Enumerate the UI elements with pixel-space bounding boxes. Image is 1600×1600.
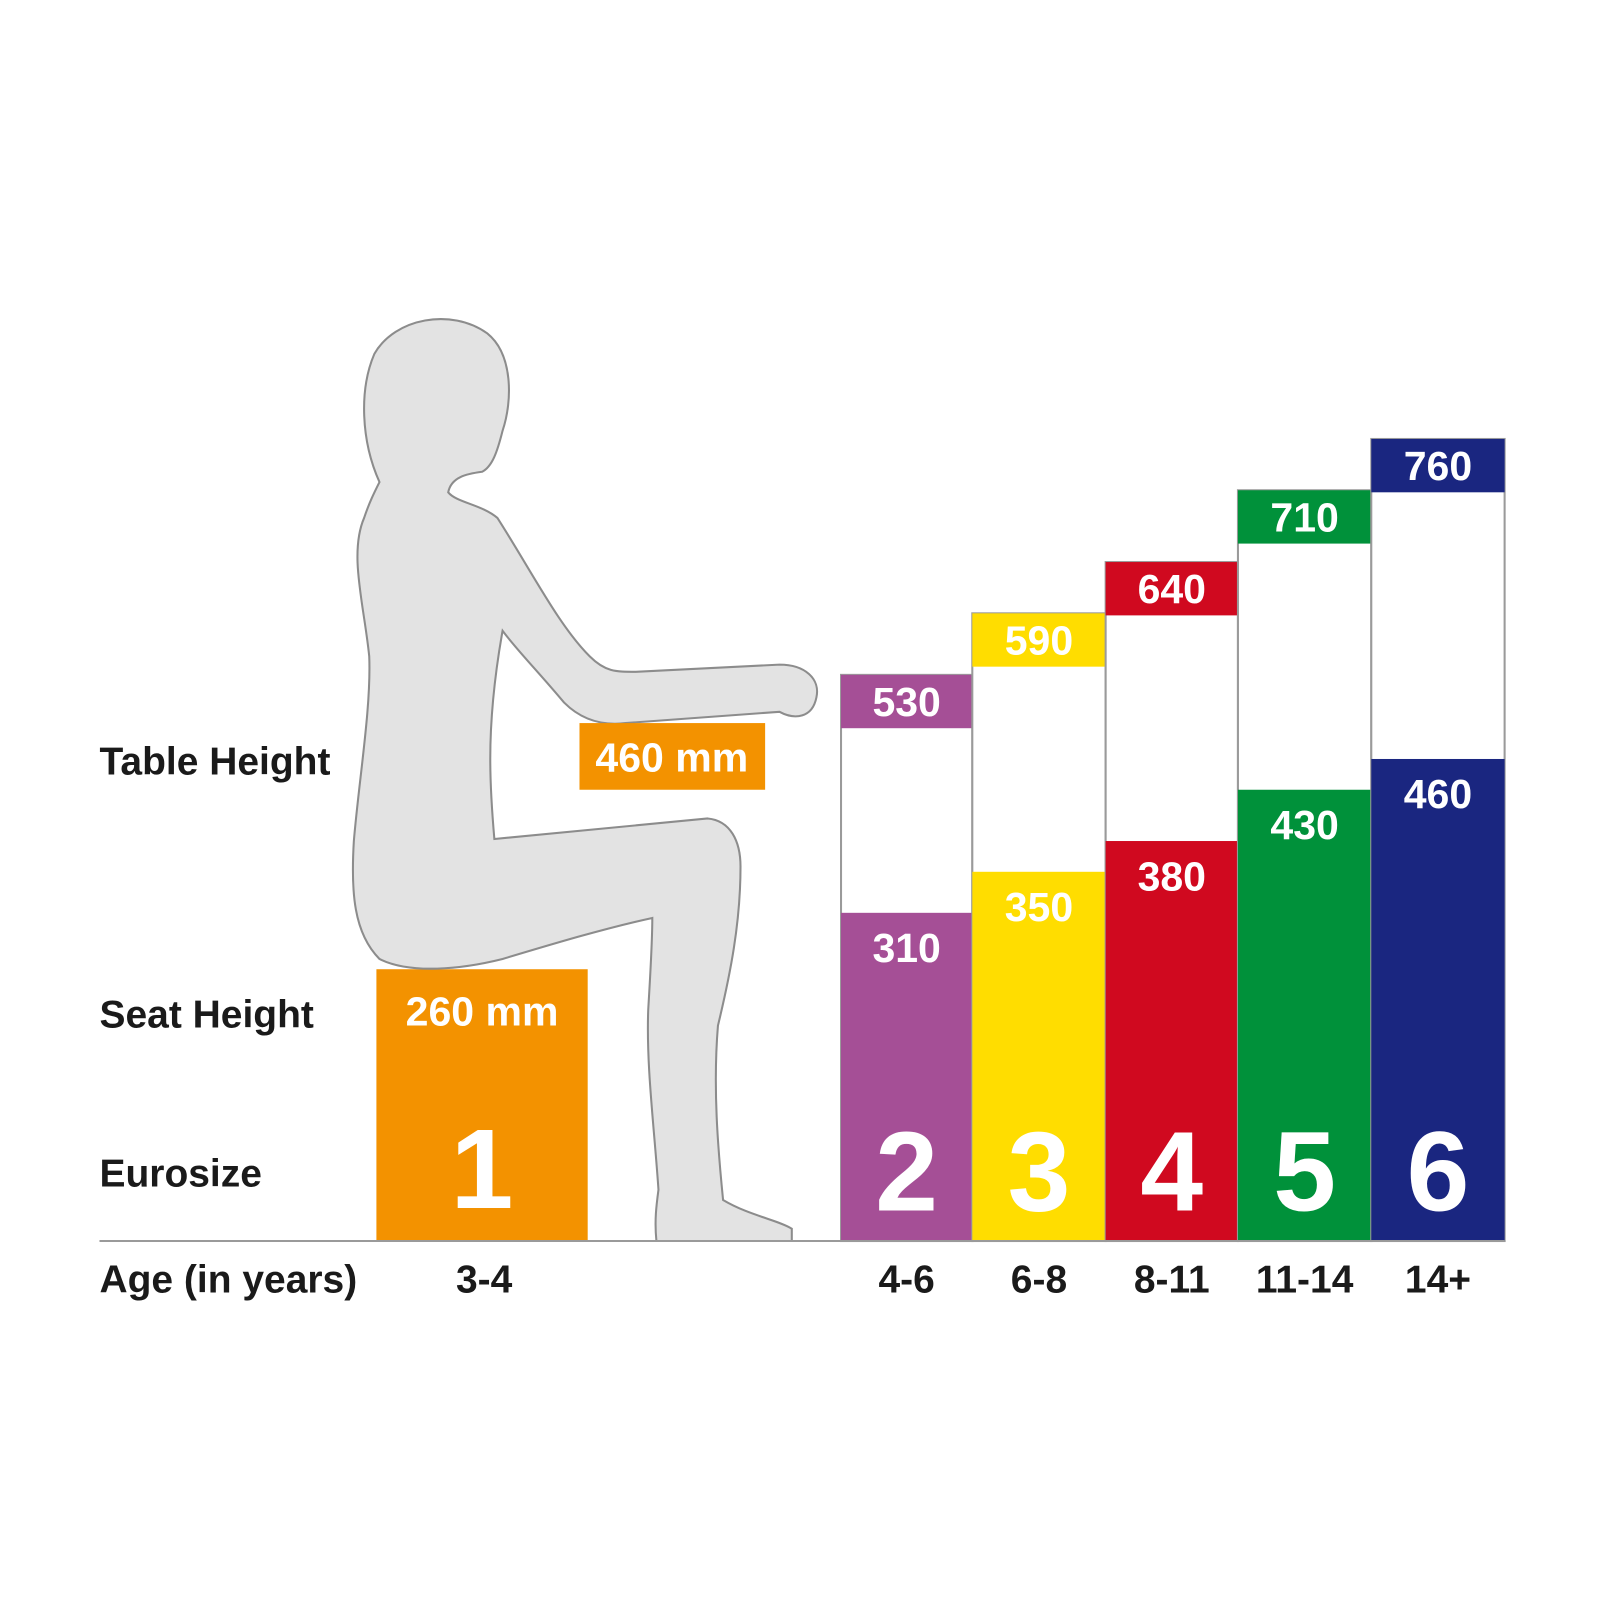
table-height-label: 710 <box>1270 494 1338 540</box>
seated-child-silhouette <box>351 318 819 1243</box>
age-label: 6-8 <box>1011 1258 1067 1301</box>
value-labels: 260 mm 1 460 mm 3-4 530 310 2 4-6 590 350 3 6-8 640 3… <box>406 443 1473 1301</box>
seat-height-label: 460 <box>1404 771 1472 817</box>
seat-bar-size-1 <box>376 969 588 1242</box>
age-label: 4-6 <box>879 1258 935 1301</box>
age-label: 3-4 <box>456 1258 513 1301</box>
seat-height-bar-size-6 <box>1371 758 1505 1242</box>
table-height-label: 640 <box>1138 566 1206 612</box>
table-height-label: 760 <box>1404 443 1472 489</box>
table-height-band-size-5 <box>1237 490 1372 544</box>
row-label-table-height: Table Height <box>99 740 330 783</box>
eurosize-number-2: 2 <box>875 1108 938 1234</box>
seat-height-label: 430 <box>1270 802 1338 848</box>
table-label-size-1: 460 mm <box>595 734 748 780</box>
table-height-band-size-2 <box>841 674 973 729</box>
age-label: 8-11 <box>1134 1258 1210 1301</box>
seat-height-bar-size-5 <box>1237 789 1372 1242</box>
seat-height-bar-size-2 <box>841 912 973 1242</box>
eurosize-number-3: 3 <box>1008 1108 1071 1234</box>
seat-height-label: 310 <box>872 925 940 971</box>
row-label-eurosize: Eurosize <box>99 1153 261 1196</box>
table-height-label: 530 <box>872 679 940 725</box>
age-label: 14+ <box>1405 1258 1471 1301</box>
seat-height-bar-size-4 <box>1105 841 1238 1242</box>
table-height-band-size-6 <box>1371 438 1505 493</box>
eurosize-number-4: 4 <box>1140 1108 1203 1234</box>
table-height-label: 590 <box>1005 617 1073 663</box>
seat-height-label: 380 <box>1138 853 1206 899</box>
table-label-box-size-1 <box>579 723 766 790</box>
row-label-age: Age (in years) <box>99 1258 357 1301</box>
row-label-seat-height: Seat Height <box>99 994 313 1037</box>
seat-height-label: 350 <box>1005 884 1073 930</box>
age-label: 11-14 <box>1256 1258 1354 1301</box>
bars-group <box>376 437 1506 1243</box>
table-height-band-size-3 <box>972 613 1106 667</box>
eurosize-number-5: 5 <box>1273 1108 1336 1234</box>
seat-label-size-1: 260 mm <box>406 989 559 1035</box>
seat-height-bar-size-3 <box>972 871 1106 1242</box>
eurosize-number-1: 1 <box>451 1106 514 1232</box>
eurosize-number-6: 6 <box>1407 1108 1470 1234</box>
table-height-band-size-4 <box>1105 562 1238 616</box>
